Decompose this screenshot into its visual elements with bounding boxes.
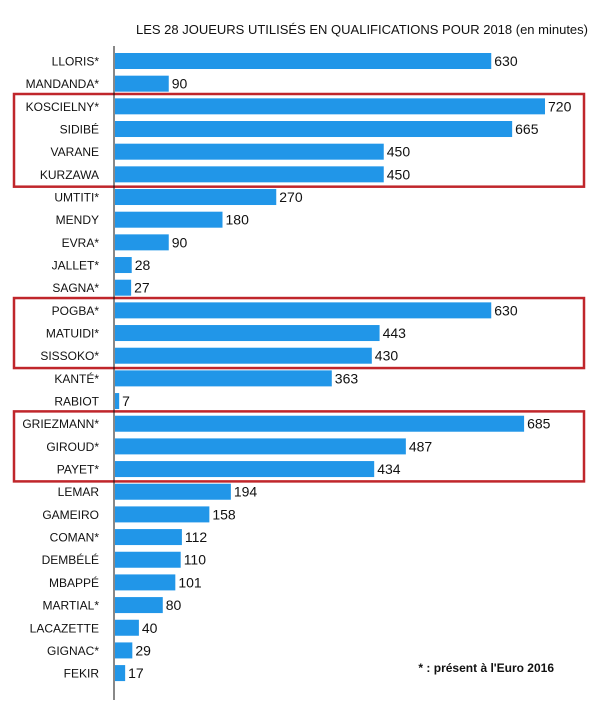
- category-label-sidibe: SIDIBÉ: [60, 122, 99, 137]
- category-label-varane: VARANE: [51, 145, 99, 159]
- bar-coman: [115, 529, 182, 546]
- category-label-coman: COMAN*: [50, 531, 100, 545]
- category-label-giroud: GIROUD*: [46, 440, 99, 454]
- bar-lloris: [115, 53, 492, 69]
- bar-mandanda: [115, 75, 169, 92]
- value-label-pogba: 630: [494, 302, 518, 318]
- value-label-sissoko: 430: [375, 348, 399, 364]
- category-label-sagna: SAGNA*: [52, 281, 99, 295]
- category-labels: LLORIS* MANDANDA* KOSCIELNY* SIDIBÉ VARANE KU…: [22, 55, 99, 681]
- value-labels: 630 90 720 665 450 450 270 180 90 28 27 630 443 430 36…: [122, 53, 571, 681]
- bar-kurzawa: [115, 166, 384, 183]
- category-label-mbappe: MBAPPÉ: [49, 575, 99, 590]
- bar-gignac: [115, 642, 133, 659]
- value-label-mandanda: 90: [172, 76, 188, 92]
- value-label-mendy: 180: [226, 212, 250, 228]
- value-label-gameiro: 158: [212, 506, 236, 522]
- category-label-kante: KANTÉ*: [54, 371, 99, 386]
- value-label-sagna: 27: [134, 280, 150, 296]
- value-label-sidibe: 665: [515, 121, 539, 137]
- bar-griezmann: [115, 415, 525, 432]
- value-label-evra: 90: [172, 234, 188, 250]
- value-label-rabiot: 7: [122, 393, 130, 409]
- bar-lemar: [115, 483, 231, 500]
- category-label-gignac: GIGNAC*: [47, 644, 99, 658]
- bar-kante: [115, 370, 332, 387]
- value-label-jallet: 28: [135, 257, 151, 273]
- bar-varane: [115, 143, 384, 160]
- value-label-dembele: 110: [184, 552, 207, 568]
- category-label-evra: EVRA*: [62, 236, 100, 250]
- category-label-matuidi: MATUIDI*: [46, 327, 99, 341]
- value-label-matuidi: 443: [383, 325, 407, 341]
- bar-matuidi: [115, 325, 380, 342]
- bar-sissoko: [115, 347, 372, 364]
- bar-sidibe: [115, 121, 513, 138]
- category-label-mendy: MENDY: [56, 213, 99, 227]
- bar-rabiot: [115, 393, 120, 410]
- highlight-box-3: [12, 410, 586, 483]
- value-label-koscielny: 720: [548, 98, 572, 114]
- bar-payet: [115, 461, 375, 478]
- category-label-lloris: LLORIS*: [52, 55, 100, 69]
- bar-mbappe: [115, 574, 176, 591]
- value-label-mbappe: 101: [178, 574, 202, 590]
- bar-pogba: [115, 302, 492, 319]
- highlight-boxes: [12, 92, 586, 483]
- bar-jallet: [115, 257, 132, 274]
- bar-dembele: [115, 551, 181, 568]
- category-label-koscielny: KOSCIELNY*: [26, 100, 100, 114]
- category-label-jallet: JALLET*: [52, 259, 100, 273]
- category-label-umtiti: UMTITI*: [54, 191, 99, 205]
- category-label-payet: PAYET*: [57, 463, 100, 477]
- bar-giroud: [115, 438, 406, 455]
- bar-martial: [115, 597, 163, 614]
- value-label-varane: 450: [387, 144, 411, 160]
- category-label-lacazette: LACAZETTE: [30, 621, 99, 635]
- bar-koscielny: [115, 98, 545, 115]
- bars: [115, 53, 545, 682]
- category-label-mandanda: MANDANDA*: [26, 77, 100, 91]
- category-label-griezmann: GRIEZMANN*: [22, 417, 99, 431]
- bar-sagna: [115, 279, 132, 296]
- value-label-fekir: 17: [128, 665, 144, 681]
- category-label-dembele: DEMBÉLÉ: [42, 552, 99, 567]
- category-label-gameiro: GAMEIRO: [42, 508, 99, 522]
- value-label-payet: 434: [377, 461, 401, 477]
- value-label-coman: 112: [185, 529, 208, 545]
- highlight-box-2: [12, 296, 586, 370]
- category-label-kurzawa: KURZAWA: [40, 168, 99, 182]
- category-label-fekir: FEKIR: [64, 667, 100, 681]
- highlight-box-1: [12, 92, 586, 188]
- value-label-kante: 363: [335, 370, 359, 386]
- bar-umtiti: [115, 189, 277, 206]
- value-label-lloris: 630: [494, 53, 518, 69]
- value-label-lacazette: 40: [142, 620, 158, 636]
- value-label-lemar: 194: [234, 484, 258, 500]
- chart-title: LES 28 JOUEURS UTILISÉS EN QUALIFICATION…: [136, 22, 588, 37]
- bar-gameiro: [115, 506, 210, 523]
- value-label-kurzawa: 450: [387, 166, 411, 182]
- bar-mendy: [115, 211, 223, 228]
- category-label-rabiot: RABIOT: [54, 395, 99, 409]
- bar-fekir: [115, 665, 126, 682]
- value-label-martial: 80: [166, 597, 182, 613]
- category-label-sissoko: SISSOKO*: [40, 349, 99, 363]
- value-label-giroud: 487: [409, 438, 433, 454]
- category-label-martial: MARTIAL*: [43, 599, 100, 613]
- value-label-gignac: 29: [135, 642, 151, 658]
- value-label-griezmann: 685: [527, 416, 551, 432]
- category-label-pogba: POGBA*: [52, 304, 100, 318]
- legend-note: * : présent à l'Euro 2016: [418, 661, 554, 675]
- bar-lacazette: [115, 619, 139, 636]
- value-label-umtiti: 270: [279, 189, 303, 205]
- category-label-lemar: LEMAR: [58, 485, 100, 499]
- bar-evra: [115, 234, 169, 251]
